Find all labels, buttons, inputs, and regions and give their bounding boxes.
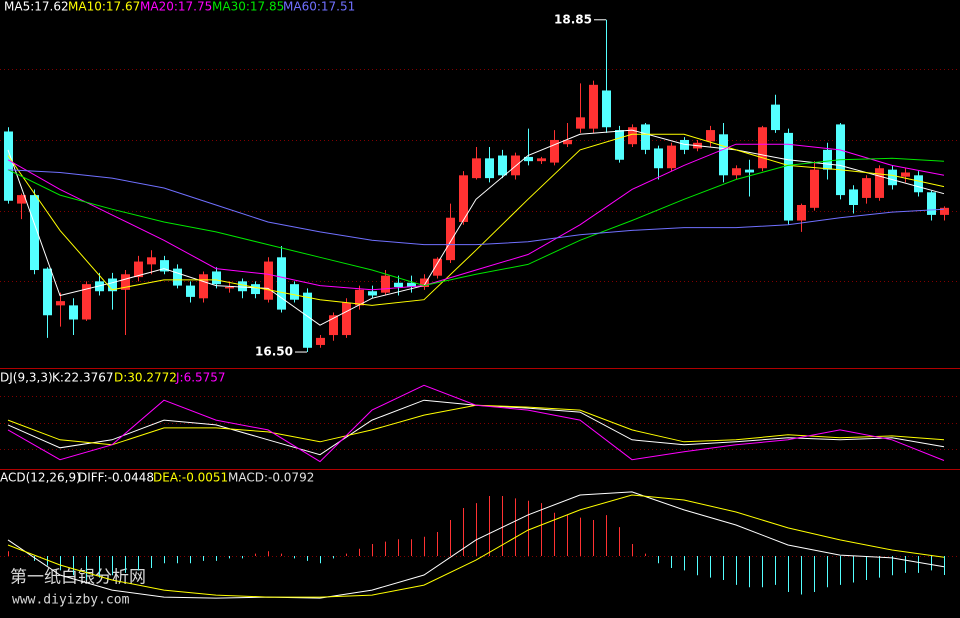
candle-body [485,158,494,179]
candle-body [394,282,403,287]
candle-body [329,315,338,336]
candle-body [914,175,923,193]
candle-body [238,281,247,292]
candle-body [537,158,546,162]
candle-body [407,282,416,287]
candle-body [589,84,598,129]
candle-body [316,337,325,345]
candle-body [368,291,377,296]
legend-entry: DEA:-0.0051 [153,471,228,485]
candle-body [30,195,39,271]
legend-entry: MA5:17.62 [4,0,69,14]
indicator-line [7,129,945,326]
candle-body [849,189,858,205]
watermark-url: www.diyizby.com [12,593,130,608]
candle-body [4,131,13,201]
candle-body [862,178,871,198]
candle-body [784,132,793,221]
candle-body [459,175,468,222]
indicator-line [7,384,945,463]
candle-body [147,257,156,265]
candle-body [654,148,663,169]
candle-body [17,195,26,204]
legend-entry: MACD:-0.0792 [228,471,314,485]
candle-body [433,258,442,276]
candle-body [498,155,507,176]
candle-body [225,286,234,289]
candle-body [303,292,312,348]
candle-body [82,284,91,320]
candle-body [797,204,806,221]
candle-body [212,271,221,285]
candle-body [446,217,455,261]
candle-body [680,139,689,150]
legend-entry: DIFF:-0.0448 [78,471,154,485]
legend-entry: MA30:17.85 [212,0,284,14]
candle-body [602,90,611,128]
legend-entry: D:30.2772 [114,371,177,385]
candle-body [771,104,780,131]
candle-body [524,156,533,162]
candle-body [186,285,195,297]
candle-body [108,278,117,292]
candle-body [121,274,130,290]
annotation-label: 16.50 [255,345,293,359]
candle-body [264,261,273,300]
candle-body [69,305,78,320]
candle-body [381,275,390,293]
candle-body [550,139,559,163]
legend-entry: MA60:17.51 [283,0,355,14]
candle-body [56,301,65,306]
candle-body [641,124,650,150]
candle-body [706,130,715,142]
candle-body [342,302,351,336]
candle-body [43,268,52,316]
candle-body [472,158,481,179]
indicator-line [7,157,945,287]
candle-body [927,192,936,215]
candle-body [875,168,884,198]
candle-body [667,145,676,169]
candle-body [810,169,819,208]
candle-body [628,127,637,145]
candle-body [199,274,208,299]
indicator-title: ACD(12,26,9) [0,471,81,485]
candle-body [290,284,299,300]
candle-body [173,268,182,286]
candle-body [745,169,754,173]
candle-body [823,149,832,170]
candle-body [160,260,169,272]
candle-body [758,127,767,169]
legend-entry: MA10:17.67 [68,0,140,14]
candle-body [719,134,728,176]
legend-entry: K:22.3767 [52,371,114,385]
legend-entry: J:6.5757 [175,371,226,385]
candle-body [134,261,143,278]
candle-body [888,169,897,186]
legend-entry: MA20:17.75 [140,0,212,14]
indicator-title: DJ(9,3,3) [0,371,53,385]
candle-body [940,207,949,215]
indicator-line [7,494,945,598]
candle-body [355,289,364,306]
candle-body [901,172,910,177]
candle-body [420,278,429,287]
candle-body [732,168,741,176]
indicator-line [7,169,945,246]
candle-body [563,139,572,145]
candle-body [615,130,624,160]
indicator-line [7,143,945,291]
candle-body [277,257,286,310]
candle-body [576,117,585,129]
candle-body [251,284,260,295]
annotation-label: 18.85 [554,12,592,26]
indicator-line [7,491,945,599]
